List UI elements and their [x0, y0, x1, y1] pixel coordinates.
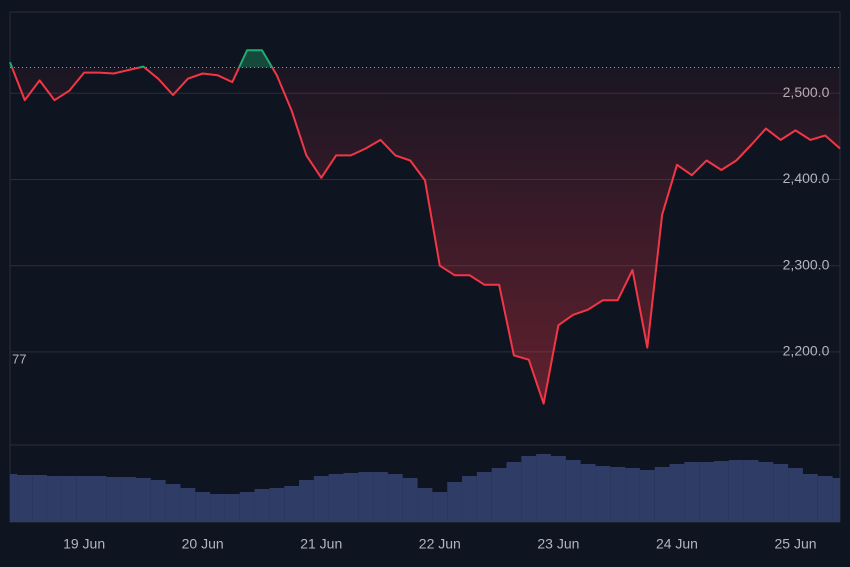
- x-tick-label: 24 Jun: [656, 536, 698, 552]
- volume-bar: [476, 472, 492, 522]
- volume-bar: [432, 492, 448, 522]
- volume-bar: [610, 467, 626, 522]
- volume-bar: [536, 454, 551, 522]
- y-tick-label: 2,300.0: [783, 256, 830, 272]
- volume-bar: [669, 464, 685, 522]
- volume-bar: [773, 464, 789, 522]
- volume-bar: [269, 488, 285, 522]
- volume-bar: [625, 468, 640, 522]
- x-tick-label: 19 Jun: [63, 536, 105, 552]
- volume-bar: [639, 470, 655, 522]
- volume-bar: [299, 480, 314, 522]
- volume-bar: [714, 461, 729, 522]
- volume-bar: [758, 462, 774, 522]
- x-tick-label: 23 Jun: [537, 536, 579, 552]
- price-area: [10, 50, 840, 404]
- volume-bar: [817, 476, 833, 522]
- volume-bar: [402, 478, 418, 522]
- volume-bar: [343, 473, 359, 522]
- price-line: [9, 49, 841, 405]
- volume-bar: [550, 456, 566, 522]
- volume-bar: [165, 484, 181, 522]
- volume-bar: [17, 475, 33, 522]
- volume-bar: [654, 467, 670, 522]
- volume-bar: [91, 476, 107, 522]
- volume-bar: [135, 478, 151, 522]
- volume-bar: [802, 474, 818, 522]
- volume-bar: [328, 474, 344, 522]
- volume-bar: [491, 468, 507, 522]
- volume-bar: [417, 488, 433, 522]
- volume-bar: [788, 468, 803, 522]
- x-tick-label: 20 Jun: [182, 536, 224, 552]
- volume-bar: [239, 492, 255, 522]
- volume-bar: [10, 474, 18, 522]
- volume-bar: [284, 486, 300, 522]
- y-tick-label: 2,200.0: [783, 343, 830, 359]
- volume-bar: [506, 462, 522, 522]
- volume-bar: [32, 475, 48, 522]
- volume-bar: [447, 482, 463, 522]
- x-tick-label: 25 Jun: [775, 536, 817, 552]
- x-tick-label: 22 Jun: [419, 536, 461, 552]
- annotation: 77: [12, 351, 26, 366]
- volume-bar: [684, 462, 700, 522]
- volume-bar: [254, 489, 270, 522]
- volume-bar: [76, 476, 92, 522]
- volume-bar: [462, 476, 477, 522]
- volume-bar: [699, 462, 715, 522]
- volume-bar: [832, 478, 840, 522]
- volume-bar: [728, 460, 744, 522]
- volume-bar: [47, 476, 62, 522]
- volume-bar: [358, 472, 374, 522]
- volume-bar: [121, 477, 136, 522]
- volume-bar: [180, 488, 196, 522]
- volume-bar: [210, 494, 225, 522]
- volume-bar: [521, 456, 537, 522]
- volume-bar: [313, 476, 329, 522]
- volume-bar: [195, 492, 211, 522]
- volume-bar: [373, 472, 388, 522]
- volume-bar: [743, 460, 759, 522]
- volume-bar: [224, 494, 240, 522]
- volume-bar: [106, 477, 122, 522]
- volume-bar: [61, 476, 77, 522]
- y-tick-label: 2,400.0: [783, 170, 830, 186]
- volume-bar: [387, 474, 403, 522]
- x-tick-label: 21 Jun: [300, 536, 342, 552]
- volume-bar: [580, 464, 596, 522]
- volume-bar: [150, 480, 166, 522]
- volume-bar: [595, 466, 611, 522]
- volume-bar: [565, 460, 581, 522]
